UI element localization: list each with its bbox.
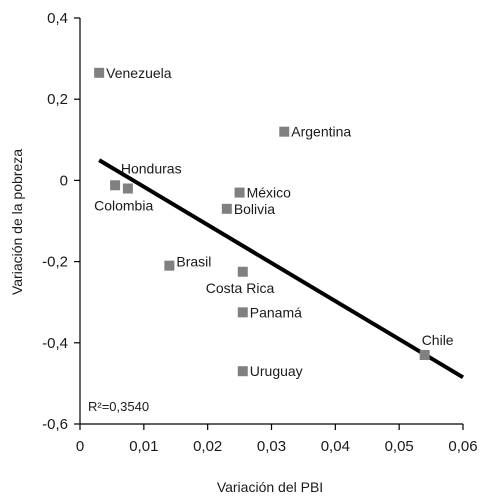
x-tick-label: 0 bbox=[76, 438, 84, 455]
y-tick-label: -0,2 bbox=[42, 254, 68, 271]
x-tick-label: 0,03 bbox=[257, 438, 286, 455]
data-points bbox=[94, 67, 430, 377]
axes: 0,4 0,2 0 -0,2 -0,4 -0,6 0 0,01 0,02 0,03 0,04 0,05… bbox=[42, 10, 477, 455]
data-point bbox=[237, 366, 248, 377]
data-point bbox=[122, 183, 133, 194]
data-point bbox=[279, 126, 290, 137]
data-point bbox=[221, 203, 232, 214]
x-axis-title: Variación del PBI bbox=[217, 479, 323, 495]
x-tick-label: 0,06 bbox=[448, 438, 477, 455]
point-label: Costa Rica bbox=[206, 280, 275, 296]
point-label: Colombia bbox=[94, 197, 153, 213]
x-tick-label: 0,02 bbox=[193, 438, 222, 455]
point-label: Bolivia bbox=[234, 201, 275, 217]
data-point bbox=[94, 67, 105, 78]
y-tick-label: -0,4 bbox=[42, 335, 68, 352]
y-tick-label: 0 bbox=[60, 172, 68, 189]
point-label: Argentina bbox=[291, 124, 351, 140]
data-point bbox=[419, 349, 430, 360]
point-label: Uruguay bbox=[250, 363, 303, 379]
x-tick-label: 0,04 bbox=[321, 438, 350, 455]
point-label: Venezuela bbox=[106, 65, 172, 81]
point-label: Panamá bbox=[250, 304, 302, 320]
y-tick-label: -0,6 bbox=[42, 416, 68, 433]
r-squared-annotation: R²=0,3540 bbox=[88, 399, 149, 414]
point-label: Honduras bbox=[121, 161, 182, 177]
data-point bbox=[110, 180, 121, 191]
x-tick-label: 0,01 bbox=[129, 438, 158, 455]
data-point bbox=[234, 187, 245, 198]
point-labels: Venezuela Argentina Honduras Colombia México… bbox=[94, 65, 454, 379]
point-label: Brasil bbox=[176, 254, 211, 270]
data-point bbox=[164, 260, 175, 271]
point-label: Chile bbox=[422, 332, 454, 348]
point-label: México bbox=[247, 185, 292, 201]
trendline-group bbox=[98, 158, 465, 380]
y-tick-label: 0,4 bbox=[47, 10, 68, 27]
y-tick-label: 0,2 bbox=[47, 91, 68, 108]
x-tick-label: 0,05 bbox=[385, 438, 414, 455]
data-point bbox=[237, 307, 248, 318]
y-axis-title: Variación de la pobreza bbox=[9, 149, 25, 295]
trendline bbox=[98, 158, 465, 380]
data-point bbox=[237, 266, 248, 277]
